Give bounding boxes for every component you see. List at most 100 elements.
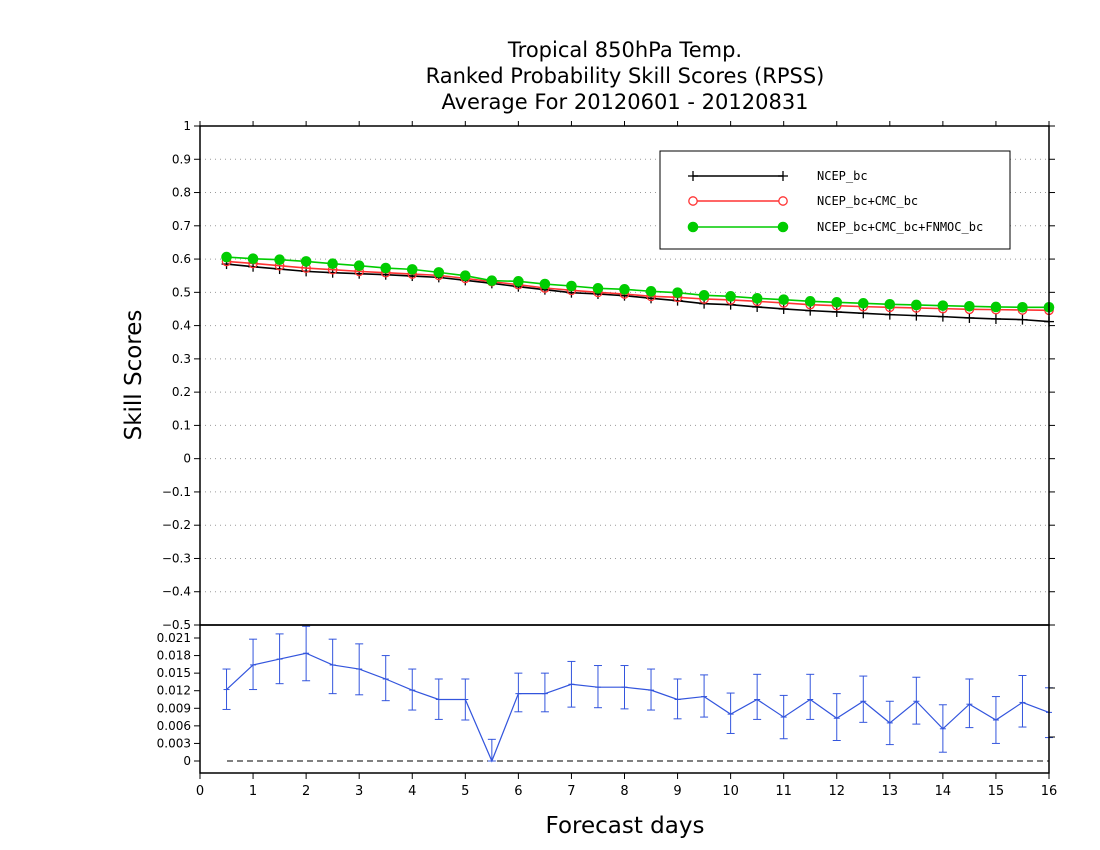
difference-panel xyxy=(222,625,1053,763)
y-tick-label: 0.2 xyxy=(172,385,191,399)
y-tick-label: 0.7 xyxy=(172,219,191,233)
x-tick-label: 3 xyxy=(355,784,363,799)
series-point-2 xyxy=(433,267,445,278)
series-point-0 xyxy=(1017,314,1028,325)
error-bar xyxy=(408,668,417,711)
error-bar xyxy=(938,704,947,753)
series-point-2 xyxy=(672,287,683,298)
series-point-2 xyxy=(1017,302,1028,313)
error-bar xyxy=(991,696,1000,744)
legend-marker xyxy=(777,221,789,233)
error-bar xyxy=(620,665,629,710)
error-bar xyxy=(355,643,364,696)
series-point-2 xyxy=(751,293,763,304)
y-axis-label: Skill Scores xyxy=(121,310,147,441)
series-point-2 xyxy=(566,280,577,292)
series-point-2 xyxy=(247,253,259,265)
y-tick-label: 0.5 xyxy=(172,285,191,299)
diff-y-tick-label: 0 xyxy=(183,754,191,768)
series-point-2 xyxy=(513,276,524,287)
series-point-0 xyxy=(964,312,975,323)
x-tick-label: 5 xyxy=(461,784,469,799)
series-point-0 xyxy=(831,306,842,317)
series-point-2 xyxy=(911,299,922,311)
series-point-2 xyxy=(300,256,312,267)
error-bar xyxy=(965,678,974,729)
series-point-2 xyxy=(725,291,736,302)
error-bar xyxy=(514,672,523,713)
x-tick-label: 14 xyxy=(935,784,952,799)
y-tick-label: −0.1 xyxy=(162,485,191,499)
y-tick-label: 0.4 xyxy=(172,319,191,333)
difference-panel-y-ticks: 0.021 0.018 0.015 0.012 0.009 0.006 0.003 0 xyxy=(157,631,1055,768)
series-point-2 xyxy=(778,294,789,305)
series-point-2 xyxy=(619,284,630,295)
series-point-2 xyxy=(645,286,657,297)
series-point-2 xyxy=(539,278,551,290)
series-point-2 xyxy=(857,298,869,309)
x-tick-label: 8 xyxy=(620,784,628,799)
error-bar xyxy=(487,738,496,762)
y-tick-label: −0.4 xyxy=(162,585,191,599)
error-bar xyxy=(434,678,443,720)
series-point-2 xyxy=(406,264,418,275)
error-bar xyxy=(673,678,682,720)
y-tick-label: 0.8 xyxy=(172,186,191,200)
diff-y-tick-label: 0.021 xyxy=(157,631,191,645)
error-bar xyxy=(700,674,709,718)
chart-title-line-2: Ranked Probability Skill Scores (RPSS) xyxy=(426,64,825,88)
series-point-2 xyxy=(698,290,710,301)
diff-y-tick-label: 0.003 xyxy=(157,736,191,750)
legend-label-2: NCEP_bc+CMC_bc+FNMOC_bc xyxy=(817,220,983,234)
main-panel-y-ticks: 1 0.9 0.8 0.7 0.6 0.5 0.4 0.3 0.2 0.1 0 −0.1 −0.2 −0.… xyxy=(162,119,1055,632)
legend-box xyxy=(659,150,1011,250)
error-bar xyxy=(461,678,470,721)
y-tick-label: 0.1 xyxy=(172,418,191,432)
x-tick-label: 6 xyxy=(514,784,522,799)
legend: NCEP_bc NCEP_bc+CMC_bc NCEP_bc+CMC_bc+FNMO… xyxy=(659,150,1011,250)
series-point-2 xyxy=(937,300,949,311)
x-tick-label: 1 xyxy=(249,784,257,799)
diff-y-tick-label: 0.012 xyxy=(157,684,191,698)
series-point-2 xyxy=(221,251,232,263)
error-bar xyxy=(328,638,337,695)
difference-panel-frame xyxy=(199,624,1050,774)
error-bar xyxy=(381,655,390,702)
x-tick-label: 4 xyxy=(408,784,416,799)
panel-frames xyxy=(199,125,1050,774)
series-point-2 xyxy=(831,297,843,308)
series-point-2 xyxy=(460,270,471,282)
x-tick-label: 16 xyxy=(1041,784,1058,799)
error-bar xyxy=(859,675,868,723)
y-tick-label: −0.2 xyxy=(162,518,191,532)
series-point-2 xyxy=(486,275,498,286)
error-bar xyxy=(806,673,815,720)
diff-y-tick-label: 0.006 xyxy=(157,719,191,733)
y-tick-label: 0.9 xyxy=(172,152,191,166)
error-bar xyxy=(540,672,549,713)
series-point-0 xyxy=(805,305,816,316)
series-point-0 xyxy=(778,303,789,314)
x-tick-label: 12 xyxy=(828,784,845,799)
legend-marker xyxy=(778,196,788,206)
diff-y-tick-label: 0.015 xyxy=(157,666,191,680)
difference-line xyxy=(226,652,1050,763)
diff-y-tick-label: 0.018 xyxy=(157,649,191,663)
x-tick-label: 10 xyxy=(722,784,739,799)
x-tick-label: 2 xyxy=(302,784,310,799)
x-tick-label: 13 xyxy=(882,784,899,799)
series-point-2 xyxy=(380,262,392,274)
diff-y-tick-label: 0.009 xyxy=(157,701,191,715)
error-bar xyxy=(593,665,602,709)
y-tick-label: 0.3 xyxy=(172,352,191,366)
series-point-0 xyxy=(752,301,763,312)
x-tick-label: 15 xyxy=(988,784,1005,799)
error-bar xyxy=(832,693,841,741)
y-tick-label: 1 xyxy=(183,119,191,133)
y-tick-label: 0.6 xyxy=(172,252,191,266)
error-bar xyxy=(222,668,231,710)
series-line-1 xyxy=(226,260,1050,312)
series-point-2 xyxy=(592,283,604,294)
x-tick-label: 11 xyxy=(775,784,792,799)
